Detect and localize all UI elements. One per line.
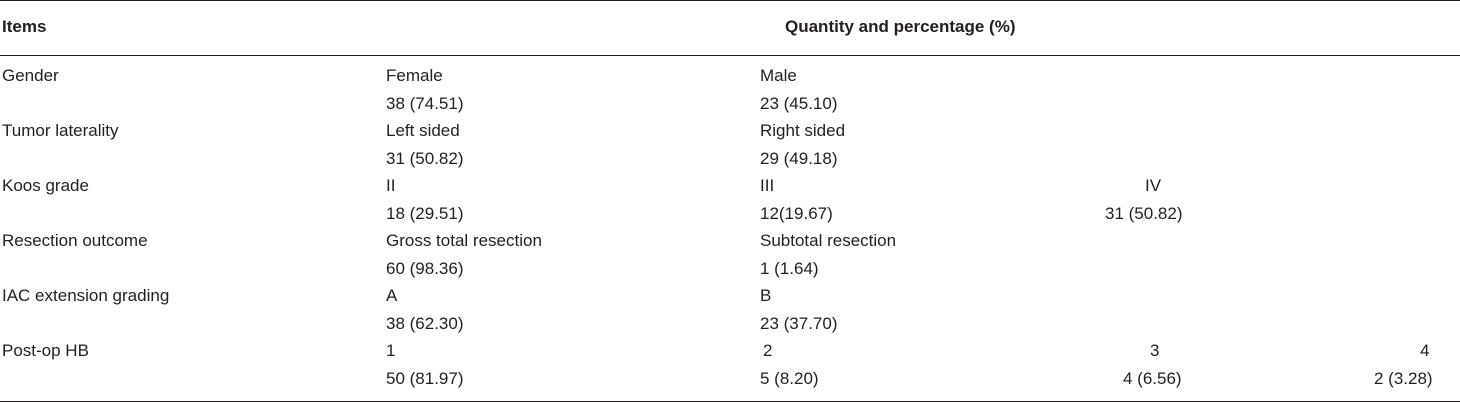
row-label-iac-extension-grading: IAC extension grading (2, 286, 170, 305)
hb-value-2: 5 (8.20) (760, 369, 819, 388)
iac-value-a: 38 (62.30) (386, 314, 464, 333)
gender-value-male: 23 (45.10) (760, 94, 838, 113)
top-rule (0, 0, 1460, 1)
resection-category-subtotal: Subtotal resection (760, 231, 897, 250)
laterality-value-right: 29 (49.18) (760, 149, 838, 168)
laterality-value-left: 31 (50.82) (386, 149, 464, 168)
iac-category-b: B (760, 286, 772, 305)
koos-value-ii: 18 (29.51) (386, 204, 464, 223)
hb-value-1: 50 (81.97) (386, 369, 464, 388)
hb-category-3: 3 (1150, 341, 1160, 360)
hb-category-2: 2 (763, 341, 773, 360)
hb-category-1: 1 (386, 341, 396, 360)
row-label-gender: Gender (2, 66, 59, 85)
iac-category-a: A (386, 286, 398, 305)
header-quantity: Quantity and percentage (%) (785, 17, 1016, 36)
koos-category-iv: IV (1145, 176, 1162, 195)
row-label-resection-outcome: Resection outcome (2, 231, 148, 250)
header-rule (0, 55, 1460, 56)
laterality-category-right: Right sided (760, 121, 846, 140)
koos-category-ii: II (386, 176, 396, 195)
resection-value-subtotal: 1 (1.64) (760, 259, 819, 278)
koos-value-iv: 31 (50.82) (1105, 204, 1183, 223)
iac-value-b: 23 (37.70) (760, 314, 838, 333)
hb-category-4: 4 (1420, 341, 1430, 360)
hb-value-3: 4 (6.56) (1123, 369, 1182, 388)
header-items: Items (2, 17, 47, 36)
koos-value-iii: 12(19.67) (760, 204, 833, 223)
gender-value-female: 38 (74.51) (386, 94, 464, 113)
row-label-tumor-laterality: Tumor laterality (2, 121, 119, 140)
koos-category-iii: III (760, 176, 775, 195)
hb-value-4: 2 (3.28) (1374, 369, 1433, 388)
gender-category-male: Male (760, 66, 797, 85)
resection-value-gross-total: 60 (98.36) (386, 259, 464, 278)
resection-category-gross-total: Gross total resection (386, 231, 542, 250)
gender-category-female: Female (386, 66, 443, 85)
row-label-koos-grade: Koos grade (2, 176, 89, 195)
laterality-category-left: Left sided (386, 121, 460, 140)
row-label-post-op-hb: Post-op HB (2, 341, 89, 360)
